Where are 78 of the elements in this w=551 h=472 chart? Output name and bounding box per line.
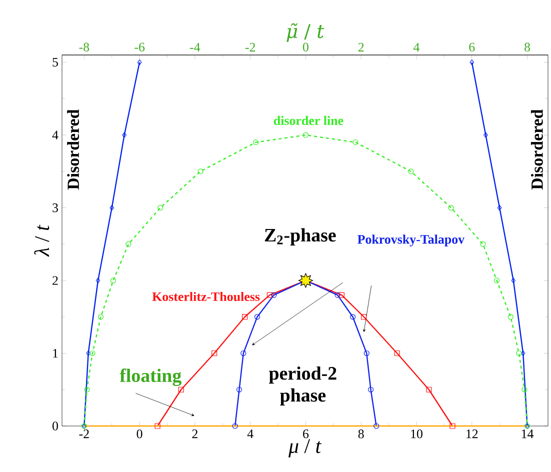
point <box>240 350 246 356</box>
point <box>110 204 114 211</box>
x2-tick-label: -8 <box>79 42 90 52</box>
point <box>426 386 432 392</box>
x-tick-label: 12 <box>466 430 478 438</box>
x-tick-label: -2 <box>79 430 89 438</box>
x-tick-label: 14 <box>522 430 534 438</box>
y-tick-label: 3 <box>52 203 58 212</box>
annotation: Disordered <box>67 109 80 190</box>
x-tick-label: 0 <box>136 430 142 438</box>
x2-tick-label: 8 <box>524 42 530 52</box>
point <box>516 350 522 356</box>
x2-tick-label: 2 <box>358 42 364 52</box>
point <box>511 278 516 284</box>
x-tick-label: 10 <box>411 430 422 438</box>
point <box>198 168 204 174</box>
y-tick-label: 4 <box>52 130 58 140</box>
x2-tick-label: -6 <box>134 42 145 52</box>
annotation: floating <box>120 368 182 386</box>
point <box>302 132 308 138</box>
x-axis-title: μ / t <box>288 439 322 458</box>
point <box>338 292 344 298</box>
y-tick-label: 5 <box>52 58 58 67</box>
y-tick-label: 1 <box>53 348 58 358</box>
point <box>484 132 488 138</box>
text: Pokrovsky-Talapov <box>358 234 465 246</box>
point <box>497 204 502 211</box>
point <box>448 204 454 211</box>
point <box>408 168 414 174</box>
point <box>394 350 400 356</box>
point <box>242 314 248 320</box>
point <box>98 314 104 320</box>
point <box>480 241 486 247</box>
x-tick-label: 6 <box>303 430 309 438</box>
point <box>158 204 164 211</box>
annotation: period-2 phase <box>268 366 336 406</box>
point <box>298 273 313 288</box>
annotation: Disordered <box>530 109 543 190</box>
y-tick-label: 0 <box>52 422 58 430</box>
x2-tick-label: -4 <box>190 42 200 52</box>
x2-tick-label: 6 <box>469 42 475 52</box>
x2-tick-label: 4 <box>413 42 420 52</box>
point <box>254 314 260 320</box>
point <box>126 241 132 247</box>
point <box>350 314 356 320</box>
y-tick-label: 2 <box>52 276 58 285</box>
point <box>364 350 370 356</box>
point <box>271 292 277 298</box>
point <box>154 423 160 429</box>
x2-tick-label: -2 <box>245 42 255 52</box>
x2-axis-title: μ̃ / t <box>286 23 324 42</box>
point <box>361 314 367 320</box>
point <box>334 292 340 298</box>
point <box>352 140 358 146</box>
point <box>494 278 500 284</box>
series-label: Kosterlitz-Thouless <box>152 292 260 302</box>
series-label: disorder line <box>274 116 344 126</box>
point <box>522 386 528 392</box>
x-tick-label: 8 <box>358 430 364 438</box>
point <box>253 140 259 146</box>
annotation: Z$_{2}$-phase <box>264 228 336 246</box>
point <box>110 278 116 284</box>
point <box>266 292 272 298</box>
point <box>122 132 126 138</box>
y-axis-title: λ / t <box>34 224 50 257</box>
point <box>212 350 218 356</box>
x-tick-label: 4 <box>247 430 254 438</box>
point <box>236 386 242 392</box>
point <box>84 386 90 392</box>
point <box>450 423 456 429</box>
point <box>90 350 96 356</box>
point <box>178 386 184 392</box>
point <box>520 350 526 356</box>
x-tick-label: 2 <box>192 430 198 438</box>
x2-tick-label: 0 <box>302 42 308 52</box>
point <box>96 278 100 284</box>
point <box>368 386 374 392</box>
point <box>508 314 514 320</box>
